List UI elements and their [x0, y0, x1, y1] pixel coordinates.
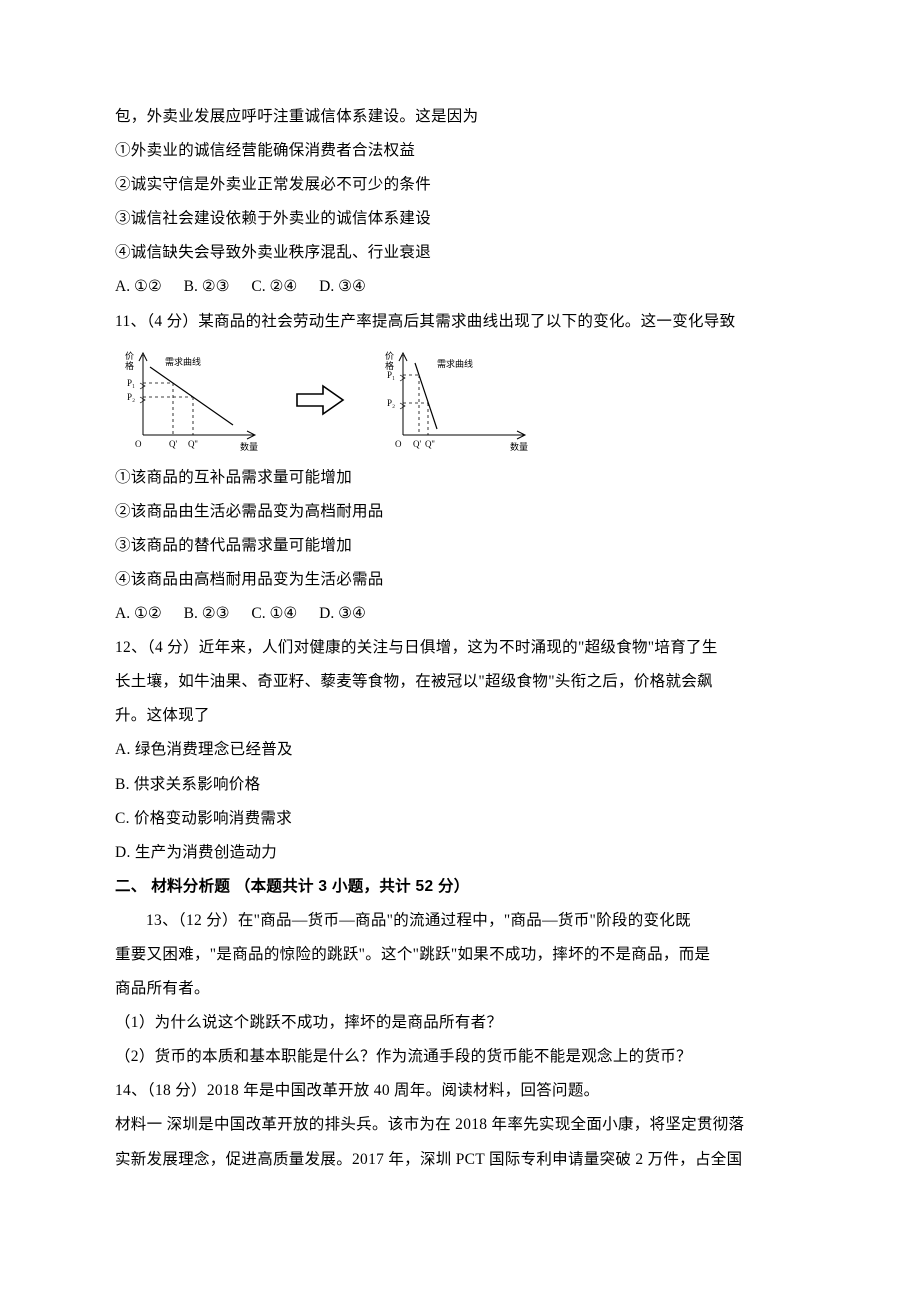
- q12-line1: 12、（4 分）近年来，人们对健康的关注与日俱增，这为不时涌现的"超级食物"培育…: [115, 631, 805, 665]
- q13-sub2: （2）货币的本质和基本职能是什么？作为流通手段的货币能不能是观念上的货币？: [115, 1040, 805, 1074]
- chart-left-p1: P₁: [127, 378, 135, 388]
- chart-left-p2: P₂: [127, 392, 135, 402]
- q11-chart-left: 价 格 数量 O 需求曲线 P₁ P₂ Q' Q'': [115, 345, 265, 455]
- q11-statement-2: ②该商品由生活必需品变为高档耐用品: [115, 495, 805, 529]
- q14-stem: 14、（18 分）2018 年是中国改革开放 40 周年。阅读材料，回答问题。: [115, 1074, 805, 1108]
- chart-left-ylabel: 价: [125, 351, 134, 361]
- chart-right-q1: Q': [413, 439, 421, 449]
- q10-options: A. ①② B. ②③ C. ②④ D. ③④: [115, 270, 805, 304]
- q10-statement-2: ②诚实守信是外卖业正常发展必不可少的条件: [115, 168, 805, 202]
- q11-options: A. ①② B. ②③ C. ①④ D. ③④: [115, 597, 805, 631]
- q13-sub1: （1）为什么说这个跳跃不成功，摔坏的是商品所有者？: [115, 1006, 805, 1040]
- chart-right-curve-label: 需求曲线: [437, 358, 473, 369]
- chart-left-curve-label: 需求曲线: [165, 356, 201, 367]
- arrow-icon: [295, 382, 345, 418]
- svg-text:格: 格: [125, 360, 134, 371]
- q11-option-d: D. ③④: [319, 605, 366, 622]
- q11-option-a: A. ①②: [115, 605, 162, 622]
- q12-option-c: C. 价格变动影响消费需求: [115, 802, 805, 836]
- q14-m2: 实新发展理念，促进高质量发展。2017 年，深圳 PCT 国际专利申请量突破 2…: [115, 1143, 805, 1177]
- q11-option-c: C. ①④: [251, 605, 297, 622]
- q11-statement-4: ④该商品由高档耐用品变为生活必需品: [115, 563, 805, 597]
- q12-option-d: D. 生产为消费创造动力: [115, 836, 805, 870]
- q11-stem: 11、（4 分）某商品的社会劳动生产率提高后其需求曲线出现了以下的变化。这一变化…: [115, 305, 805, 339]
- chart-right-xlabel: 数量: [510, 441, 528, 452]
- q11-charts: 价 格 数量 O 需求曲线 P₁ P₂ Q' Q'' 价 格: [115, 345, 805, 455]
- chart-left-q1: Q': [169, 439, 177, 449]
- q10-option-d: D. ③④: [319, 278, 366, 295]
- q11-option-b: B. ②③: [184, 605, 230, 622]
- q10-option-c: C. ②④: [251, 278, 297, 295]
- q10-tail: 包，外卖业发展应呼吁注重诚信体系建设。这是因为: [115, 100, 805, 134]
- q12-option-a: A. 绿色消费理念已经普及: [115, 733, 805, 767]
- exam-page: 包，外卖业发展应呼吁注重诚信体系建设。这是因为 ①外卖业的诚信经营能确保消费者合…: [0, 0, 920, 1237]
- q13-line2: 重要又困难，"是商品的惊险的跳跃"。这个"跳跃"如果不成功，摔坏的不是商品，而是: [115, 938, 805, 972]
- chart-left-q2: Q'': [188, 439, 198, 449]
- chart-right-curve: [415, 363, 437, 429]
- q10-statement-1: ①外卖业的诚信经营能确保消费者合法权益: [115, 134, 805, 168]
- q13-line1: 13、（12 分）在"商品—货币—商品"的流通过程中，"商品—货币"阶段的变化既: [115, 904, 805, 938]
- q11-statement-1: ①该商品的互补品需求量可能增加: [115, 461, 805, 495]
- chart-left-xlabel: 数量: [240, 441, 258, 452]
- section-2-title: 二、 材料分析题 （本题共计 3 小题，共计 52 分）: [115, 870, 805, 904]
- chart-right-p1: P₁: [387, 370, 395, 380]
- q14-m1: 材料一 深圳是中国改革开放的排头兵。该市为在 2018 年率先实现全面小康，将坚…: [115, 1108, 805, 1142]
- q12-line3: 升。这体现了: [115, 699, 805, 733]
- q11-chart-right: 价 格 数量 O 需求曲线 P₁ P₂ Q' Q'': [375, 345, 535, 455]
- chart-left-origin: O: [135, 439, 142, 449]
- q10-option-a: A. ①②: [115, 278, 162, 295]
- q13-line3: 商品所有者。: [115, 972, 805, 1006]
- q12-line2: 长土壤，如牛油果、奇亚籽、藜麦等食物，在被冠以"超级食物"头衔之后，价格就会飙: [115, 665, 805, 699]
- chart-right-origin: O: [395, 439, 402, 449]
- chart-right-p2: P₂: [387, 398, 395, 408]
- chart-right-q2: Q'': [425, 439, 435, 449]
- chart-left-curve: [150, 367, 233, 425]
- q10-statement-4: ④诚信缺失会导致外卖业秩序混乱、行业衰退: [115, 236, 805, 270]
- q12-option-b: B. 供求关系影响价格: [115, 768, 805, 802]
- chart-right-ylabel: 价: [385, 351, 394, 361]
- q10-statement-3: ③诚信社会建设依赖于外卖业的诚信体系建设: [115, 202, 805, 236]
- q10-option-b: B. ②③: [184, 278, 230, 295]
- q11-statement-3: ③该商品的替代品需求量可能增加: [115, 529, 805, 563]
